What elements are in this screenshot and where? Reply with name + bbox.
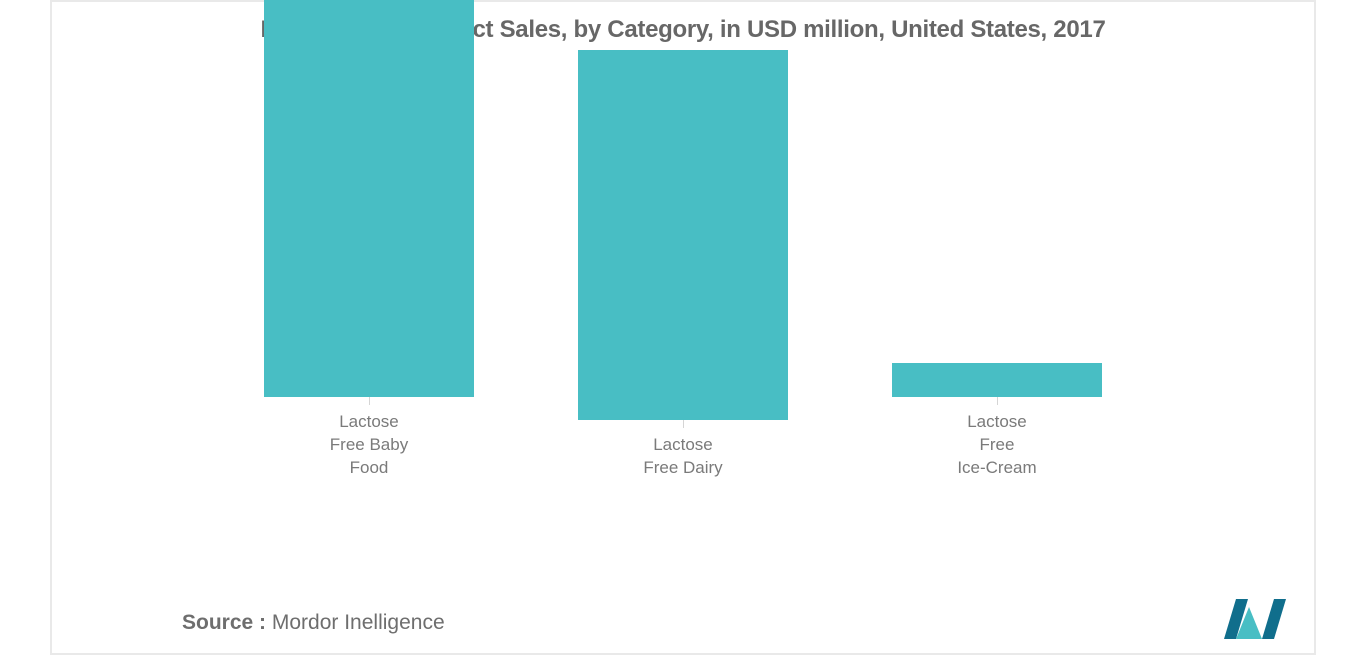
category-label-0: LactoseFree BabyFood [259,411,479,480]
logo-bar-2 [1262,599,1286,639]
plot-area: LactoseFree BabyFood LactoseFree Dairy L… [52,50,1314,480]
chart-title: Lactose-free product Sales, by Category,… [52,2,1314,50]
brand-logo-icon [1222,599,1286,639]
bar-2 [892,363,1102,397]
bar-0 [264,0,474,397]
tick-1 [683,420,684,428]
source-text: Mordor Inelligence [266,611,445,634]
source-line: Source : Mordor Inelligence [182,611,445,635]
tick-2 [997,397,998,405]
bar-slot-1: LactoseFree Dairy [573,50,793,480]
bar-slot-2: LactoseFreeIce-Cream [887,363,1107,480]
bar-1 [578,50,788,420]
source-label: Source : [182,611,266,634]
category-label-2: LactoseFreeIce-Cream [887,411,1107,480]
category-label-1: LactoseFree Dairy [573,434,793,480]
bar-slot-0: LactoseFree BabyFood [259,0,479,480]
chart-frame: Lactose-free product Sales, by Category,… [50,0,1316,655]
tick-0 [369,397,370,405]
